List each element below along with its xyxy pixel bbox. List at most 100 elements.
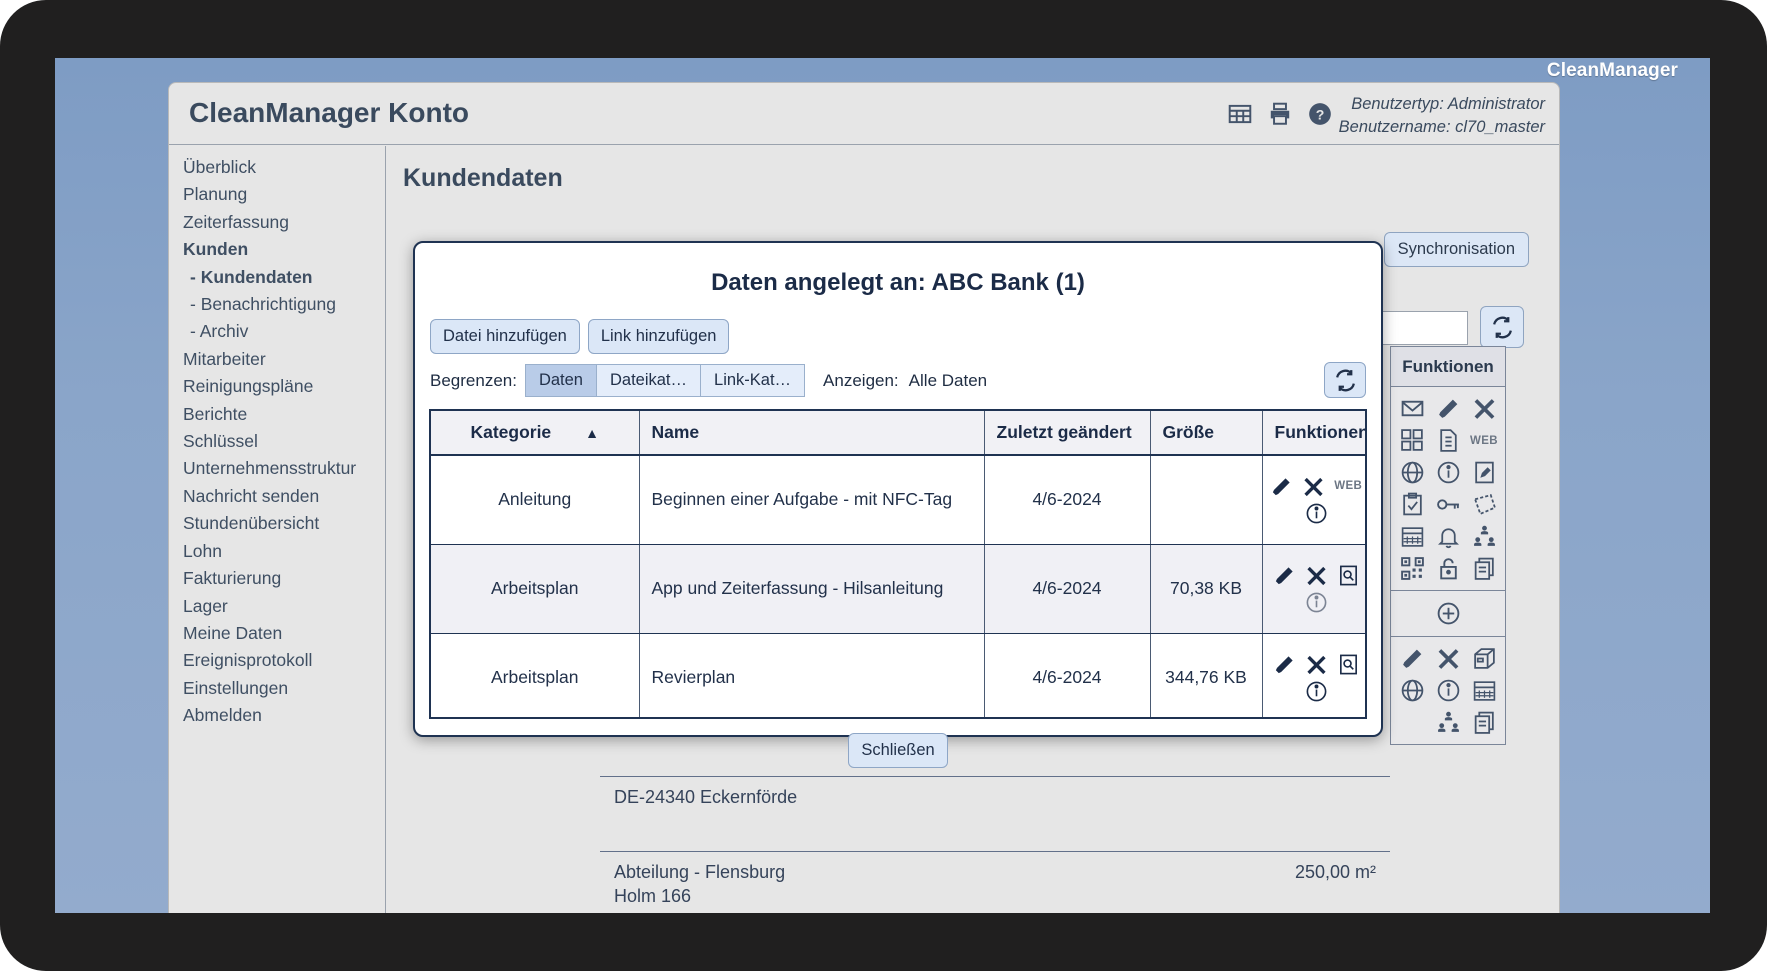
table-row[interactable]: Arbeitsplan App und Zeiterfassung - Hils… xyxy=(431,544,1365,634)
edit-icon[interactable] xyxy=(1436,396,1461,421)
preview-icon[interactable] xyxy=(1337,564,1360,587)
brand-label: CleanManager xyxy=(1546,60,1678,81)
edit-icon[interactable] xyxy=(1273,653,1296,676)
cell-functions: WEB xyxy=(1262,455,1365,545)
dialog-refresh-button[interactable] xyxy=(1324,362,1366,398)
copy-tiles-icon[interactable] xyxy=(1400,428,1425,453)
delete-icon[interactable] xyxy=(1472,396,1497,421)
qr-code-icon[interactable] xyxy=(1400,556,1425,581)
area-shape-icon[interactable] xyxy=(1472,492,1497,517)
edit-icon[interactable] xyxy=(1400,646,1425,671)
globe-icon[interactable] xyxy=(1400,460,1425,485)
sidebar-item-ueberblick[interactable]: Überblick xyxy=(183,157,256,177)
cell-size: 70,38 KB xyxy=(1150,544,1263,634)
user-type: Benutzertyp: Administrator xyxy=(1351,95,1545,113)
copy-docs-icon[interactable] xyxy=(1472,710,1497,735)
delete-icon[interactable] xyxy=(1305,564,1328,587)
synchronisation-button[interactable]: Synchronisation xyxy=(1383,232,1529,267)
background-functions-panel: Funktionen WEB xyxy=(1390,346,1506,745)
web-icon[interactable]: WEB xyxy=(1469,434,1499,447)
delete-icon[interactable] xyxy=(1305,653,1328,676)
calendar-icon[interactable] xyxy=(1400,524,1425,549)
segment-dateikat[interactable]: Dateikat… xyxy=(595,364,702,397)
mail-icon[interactable] xyxy=(1400,396,1425,421)
sidebar-item-einstellungen[interactable]: Einstellungen xyxy=(183,677,289,698)
sidebar-item-lohn[interactable]: Lohn xyxy=(183,540,222,561)
help-icon[interactable]: ? xyxy=(1307,101,1333,127)
sidebar-item-kundendaten[interactable]: - Kundendaten xyxy=(190,266,313,287)
key-icon[interactable] xyxy=(1436,492,1461,517)
sidebar-item-kunden[interactable]: Kunden xyxy=(183,239,249,260)
info-icon[interactable] xyxy=(1305,502,1328,525)
refresh-button[interactable] xyxy=(1480,306,1524,348)
row-address: DE-24340 Eckernförde xyxy=(614,787,798,807)
table-row[interactable]: Anleitung Beginnen einer Aufgabe - mit N… xyxy=(431,455,1365,545)
add-link-button[interactable]: Link hinzufügen xyxy=(587,319,730,354)
column-header-kategorie[interactable]: Kategorie ▲ xyxy=(431,411,640,456)
sidebar-item-berichte[interactable]: Berichte xyxy=(183,403,248,424)
background-row-2[interactable]: 250,00 m² Abteilung - Flensburg Holm 166 xyxy=(600,851,1390,913)
column-header-funktionen[interactable]: Funktionen xyxy=(1262,411,1365,456)
sidebar-item-fakturierung[interactable]: Fakturierung xyxy=(183,568,282,589)
show-value: Alle Daten xyxy=(908,370,988,390)
sidebar-item-mitarbeiter[interactable]: Mitarbeiter xyxy=(183,348,266,369)
sidebar-item-abmelden[interactable]: Abmelden xyxy=(183,705,262,726)
delete-icon[interactable] xyxy=(1302,475,1325,498)
dialog-title: Daten angelegt an: ABC Bank (1) xyxy=(711,269,1085,296)
segment-linkkat[interactable]: Link-Kat… xyxy=(700,364,806,397)
clipboard-check-icon[interactable] xyxy=(1400,492,1425,517)
background-row-1[interactable]: DE-24340 Eckernförde xyxy=(600,776,1390,851)
add-row xyxy=(1391,590,1505,636)
info-icon[interactable] xyxy=(1305,680,1328,703)
column-header-name[interactable]: Name xyxy=(639,411,985,456)
row-department: Abteilung - Flensburg xyxy=(614,862,786,882)
sidebar-item-archiv[interactable]: - Archiv xyxy=(190,321,249,342)
sidebar-item-stundenuebersicht[interactable]: Stundenübersicht xyxy=(183,513,320,534)
row-area: 250,00 m² xyxy=(1294,862,1376,882)
data-table-container: Kategorie ▲ Name Zuletzt geändert Größe … xyxy=(429,409,1367,719)
limit-label: Begrenzen: xyxy=(430,370,517,390)
note-edit-icon[interactable] xyxy=(1472,460,1497,485)
sidebar-item-unternehmensstruktur[interactable]: Unternehmensstruktur xyxy=(183,458,357,479)
segment-daten[interactable]: Daten xyxy=(524,364,597,397)
table-icon[interactable] xyxy=(1227,101,1253,127)
row-street: Holm 166 xyxy=(614,886,692,906)
bell-icon[interactable] xyxy=(1436,524,1461,549)
sidebar-item-lager[interactable]: Lager xyxy=(183,595,228,616)
box-icon[interactable] xyxy=(1472,646,1497,671)
sidebar-item-zeiterfassung[interactable]: Zeiterfassung xyxy=(183,211,290,232)
edit-icon[interactable] xyxy=(1270,475,1293,498)
cell-name: App und Zeiterfassung - Hilsanleitung xyxy=(639,544,985,634)
delete-icon[interactable] xyxy=(1436,646,1461,671)
sidebar-item-meine-daten[interactable]: Meine Daten xyxy=(183,622,283,643)
sidebar-item-schluessel[interactable]: Schlüssel xyxy=(183,431,258,452)
add-circle-icon[interactable] xyxy=(1436,601,1461,626)
column-header-groesse[interactable]: Größe xyxy=(1150,411,1263,456)
sidebar-item-planung[interactable]: Planung xyxy=(183,184,248,205)
close-button[interactable]: Schließen xyxy=(848,733,948,768)
info-icon[interactable] xyxy=(1436,678,1461,703)
sidebar-item-benachrichtigung[interactable]: - Benachrichtigung xyxy=(190,294,336,315)
table-row[interactable]: Arbeitsplan Revierplan 4/6-2024 344,76 K… xyxy=(431,633,1365,717)
info-icon[interactable] xyxy=(1436,460,1461,485)
column-header-zuletzt-geaendert[interactable]: Zuletzt geändert xyxy=(984,411,1151,456)
edit-icon[interactable] xyxy=(1273,564,1296,587)
print-icon[interactable] xyxy=(1267,101,1293,127)
document-icon[interactable] xyxy=(1436,428,1461,453)
preview-icon[interactable] xyxy=(1337,653,1360,676)
sidebar-item-reinigungsplaene[interactable]: Reinigungspläne xyxy=(183,376,314,397)
copy-docs-icon[interactable] xyxy=(1472,556,1497,581)
sidebar-item-nachricht-senden[interactable]: Nachricht senden xyxy=(183,485,320,506)
cell-kategorie: Anleitung xyxy=(431,455,640,545)
globe-icon[interactable] xyxy=(1400,678,1425,703)
add-file-button[interactable]: Datei hinzufügen xyxy=(430,319,580,354)
org-chart-icon[interactable] xyxy=(1472,524,1497,549)
web-icon[interactable]: WEB xyxy=(1334,480,1363,493)
unlock-icon[interactable] xyxy=(1436,556,1461,581)
info-icon[interactable] xyxy=(1305,591,1328,614)
cell-size: 344,76 KB xyxy=(1150,633,1263,717)
sidebar-item-ereignisprotokoll[interactable]: Ereignisprotokoll xyxy=(183,650,313,671)
calendar-icon[interactable] xyxy=(1472,678,1497,703)
org-chart-icon[interactable] xyxy=(1436,710,1461,735)
